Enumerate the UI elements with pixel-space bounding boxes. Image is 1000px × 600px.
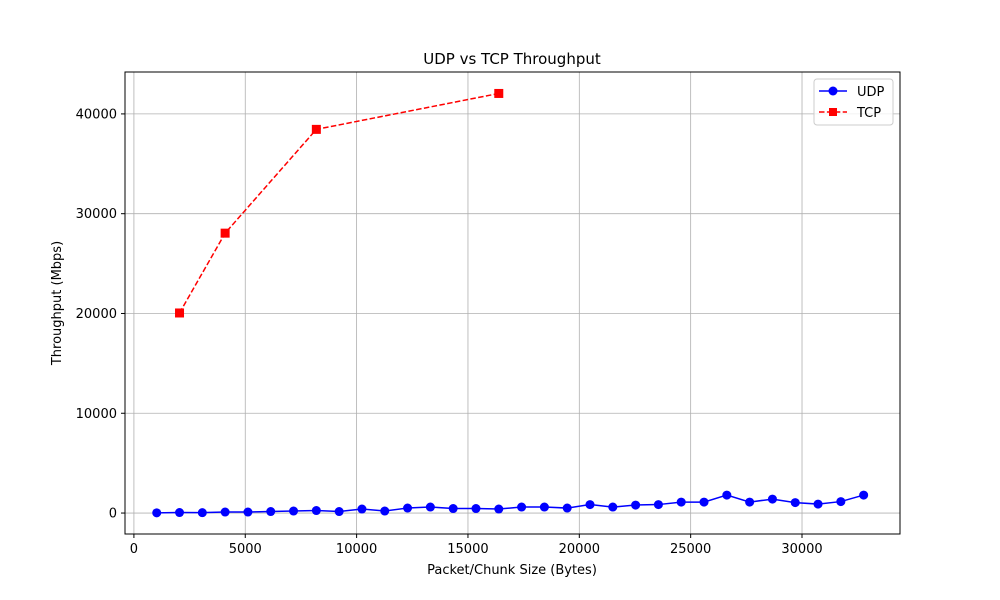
udp-point bbox=[790, 498, 800, 508]
udp-point bbox=[859, 490, 869, 500]
y-tick-label: 0 bbox=[109, 507, 117, 522]
y-axis-label: Throughput (Mbps) bbox=[50, 241, 65, 366]
udp-point bbox=[175, 508, 185, 518]
x-tick-label: 10000 bbox=[336, 542, 377, 557]
udp-point bbox=[539, 502, 549, 512]
tcp-point bbox=[494, 88, 504, 98]
y-axis: 0 10000 20000 30000 40000 bbox=[76, 107, 125, 522]
legend: UDP TCP bbox=[813, 78, 894, 126]
legend-tcp-label: TCP bbox=[856, 106, 881, 121]
y-tick-label: 40000 bbox=[76, 107, 117, 122]
udp-point bbox=[813, 499, 823, 509]
udp-point bbox=[380, 506, 390, 516]
tcp-series-line bbox=[178, 92, 499, 314]
udp-point bbox=[562, 503, 572, 513]
udp-point bbox=[745, 497, 755, 507]
plot-frame bbox=[124, 71, 901, 535]
udp-point bbox=[699, 497, 709, 507]
x-tick-label: 25000 bbox=[670, 542, 711, 557]
udp-point bbox=[722, 490, 732, 500]
udp-point bbox=[608, 502, 618, 512]
udp-point bbox=[836, 497, 846, 507]
udp-point bbox=[220, 507, 230, 517]
legend-tcp-marker bbox=[829, 108, 837, 116]
legend-udp-label: UDP bbox=[857, 85, 885, 100]
y-tick-label: 20000 bbox=[76, 307, 117, 322]
plot-series bbox=[152, 88, 869, 518]
udp-point bbox=[425, 502, 435, 512]
udp-point bbox=[357, 504, 367, 514]
x-axis: 0 5000 10000 15000 20000 25000 30000 bbox=[130, 534, 823, 557]
x-tick-label: 20000 bbox=[559, 542, 600, 557]
grid bbox=[125, 72, 900, 534]
tcp-point bbox=[311, 124, 321, 134]
legend-udp-marker bbox=[828, 86, 838, 96]
y-tick-label: 30000 bbox=[76, 207, 117, 222]
udp-point bbox=[197, 508, 207, 518]
x-tick-label: 30000 bbox=[781, 542, 822, 557]
udp-point bbox=[448, 504, 458, 514]
tcp-point bbox=[220, 228, 230, 238]
udp-point bbox=[676, 497, 686, 507]
chart-title: UDP vs TCP Throughput bbox=[423, 50, 601, 68]
udp-point bbox=[266, 507, 276, 517]
x-tick-label: 15000 bbox=[447, 542, 488, 557]
tcp-point bbox=[175, 308, 185, 318]
udp-point bbox=[243, 507, 253, 517]
udp-point bbox=[767, 494, 777, 504]
udp-point bbox=[403, 503, 413, 513]
udp-point bbox=[311, 506, 321, 516]
x-tick-label: 0 bbox=[130, 542, 138, 557]
udp-series-line bbox=[156, 494, 864, 514]
udp-point bbox=[631, 500, 641, 510]
udp-point bbox=[494, 504, 504, 514]
udp-point bbox=[334, 507, 344, 517]
udp-point bbox=[585, 500, 595, 510]
udp-point bbox=[653, 500, 663, 510]
udp-point bbox=[471, 504, 481, 514]
y-tick-label: 10000 bbox=[76, 407, 117, 422]
udp-point bbox=[289, 506, 299, 516]
x-axis-label: Packet/Chunk Size (Bytes) bbox=[427, 563, 597, 578]
udp-point bbox=[152, 508, 162, 518]
x-tick-label: 5000 bbox=[229, 542, 262, 557]
udp-point bbox=[517, 502, 527, 512]
